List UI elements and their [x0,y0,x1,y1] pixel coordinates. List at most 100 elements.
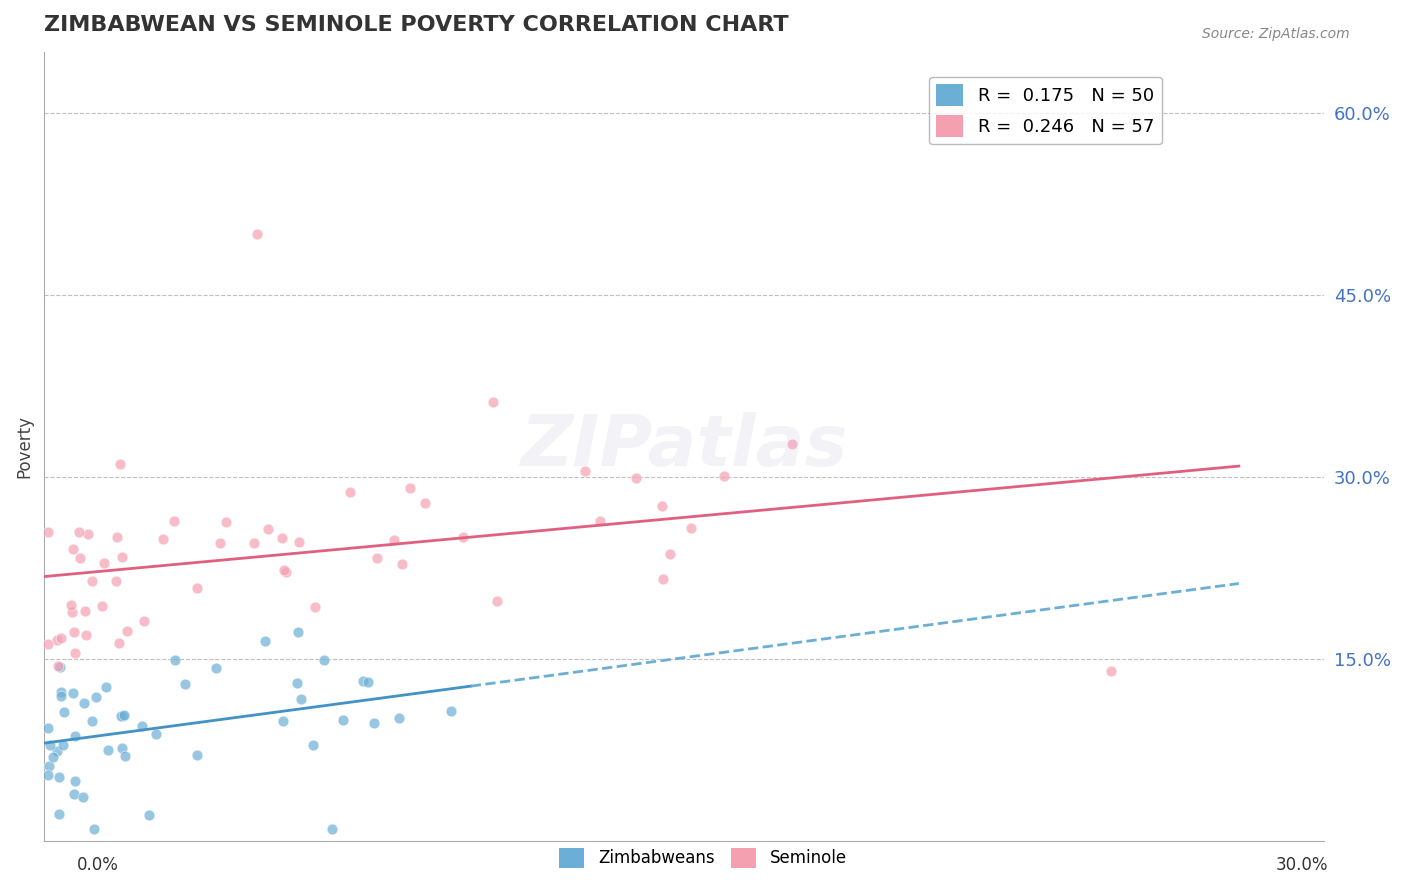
Point [84,690,107,705]
Point [285,676,308,690]
Point [73,604,96,618]
Point [63,729,86,743]
Point [165,652,187,666]
Point [94,680,117,694]
Point [174,677,197,691]
Point [42,750,65,764]
Point [82,574,104,588]
Point [48,806,70,821]
Y-axis label: Poverty: Poverty [15,415,32,478]
Point [1099,665,1122,679]
Point [332,714,354,728]
Point [62,541,84,556]
Point [301,738,323,752]
Point [382,533,405,547]
Point [257,522,280,536]
Point [111,709,134,723]
Point [246,227,269,241]
Point [75,627,97,641]
Point [482,394,505,409]
Point [204,661,226,675]
Point [363,715,385,730]
Point [321,822,343,837]
Point [62,787,84,801]
Point [134,614,156,628]
Point [115,624,138,638]
Point [780,437,803,451]
Point [73,696,96,710]
Point [72,789,94,804]
Point [713,468,735,483]
Point [651,572,673,586]
Point [273,714,295,728]
Point [651,499,673,513]
Point [107,636,129,650]
Point [45,632,67,647]
Point [107,530,129,544]
Text: Source: ZipAtlas.com: Source: ZipAtlas.com [1202,27,1350,41]
Point [63,773,86,788]
Point [624,471,647,485]
Point [59,598,82,612]
Point [38,738,60,752]
Point [253,634,276,648]
Point [304,599,326,614]
Point [112,708,135,723]
Point [288,534,311,549]
Point [274,565,297,579]
Point [111,550,134,565]
Point [93,556,115,570]
Point [398,481,420,495]
Text: ZIPatlas: ZIPatlas [520,412,848,481]
Point [37,524,59,539]
Text: ZIMBABWEAN VS SEMINOLE POVERTY CORRELATION CHART: ZIMBABWEAN VS SEMINOLE POVERTY CORRELATI… [44,15,789,35]
Point [37,637,59,651]
Point [145,727,167,741]
Point [215,515,238,529]
Point [589,514,612,528]
Point [413,496,436,510]
Point [273,563,295,577]
Point [97,743,120,757]
Point [62,624,84,639]
Point [63,646,86,660]
Point [271,532,294,546]
Point [53,705,76,719]
Point [77,527,100,541]
Point [110,457,132,471]
Point [131,719,153,733]
Point [352,674,374,689]
Point [45,744,67,758]
Point [574,464,596,478]
Point [49,660,72,674]
Point [37,721,59,735]
Point [110,708,132,723]
Point [366,550,388,565]
Point [60,605,83,619]
Legend: Zimbabweans, Seminole: Zimbabweans, Seminole [553,841,853,875]
Point [287,625,309,640]
Point [69,550,91,565]
Point [38,759,60,773]
Point [67,524,90,539]
Point [82,714,104,729]
Point [312,653,335,667]
Point [152,532,174,546]
Point [114,748,136,763]
Point [138,808,160,822]
Point [339,484,361,499]
Point [659,547,682,561]
Point [440,704,463,718]
Point [451,530,474,544]
Point [357,675,380,690]
Point [485,593,508,607]
Point [290,692,312,706]
Point [111,740,134,755]
Point [46,659,69,673]
Point [243,536,266,550]
Point [48,770,70,784]
Point [51,690,73,704]
Point [186,748,208,763]
Point [391,557,413,571]
Point [62,685,84,699]
